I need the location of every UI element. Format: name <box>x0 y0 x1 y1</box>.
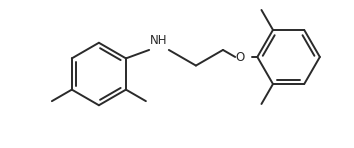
Text: O: O <box>235 51 245 64</box>
Text: NH: NH <box>149 34 167 47</box>
